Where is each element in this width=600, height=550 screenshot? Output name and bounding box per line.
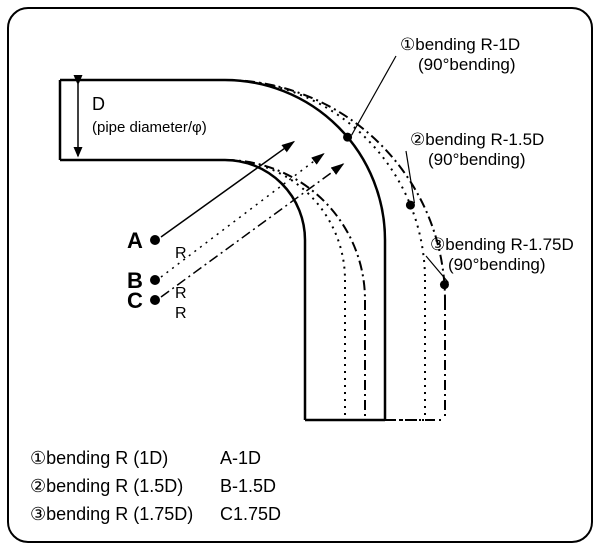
svg-text:(90°bending): (90°bending) [418,55,516,74]
legend-3-c2: C1.75D [220,501,281,529]
legend-block: ①bending R (1D)A-1D ②bending R (1.5D)B-1… [30,445,281,529]
legend-1-c1: ①bending R (1D) [30,445,220,473]
svg-text:A: A [127,228,143,253]
svg-text:(90°bending): (90°bending) [428,150,526,169]
svg-text:(90°bending): (90°bending) [448,255,546,274]
legend-2-c1: ②bending R (1.5D) [30,473,220,501]
svg-text:D: D [92,94,105,114]
diagram-frame: D(pipe diameter/φ)AR①bending R-1D(90°ben… [0,0,600,550]
svg-text:(pipe diameter/φ): (pipe diameter/φ) [92,119,207,136]
legend-3-c1: ③bending R (1.75D) [30,501,220,529]
svg-text:③bending R-1.75D: ③bending R-1.75D [430,235,574,254]
svg-text:R: R [175,285,187,302]
svg-text:①bending R-1D: ①bending R-1D [400,35,520,54]
svg-text:R: R [175,305,187,322]
legend-1-c2: A-1D [220,445,261,473]
svg-text:②bending R-1.5D: ②bending R-1.5D [410,130,544,149]
legend-2-c2: B-1.5D [220,473,276,501]
svg-text:C: C [127,288,143,313]
